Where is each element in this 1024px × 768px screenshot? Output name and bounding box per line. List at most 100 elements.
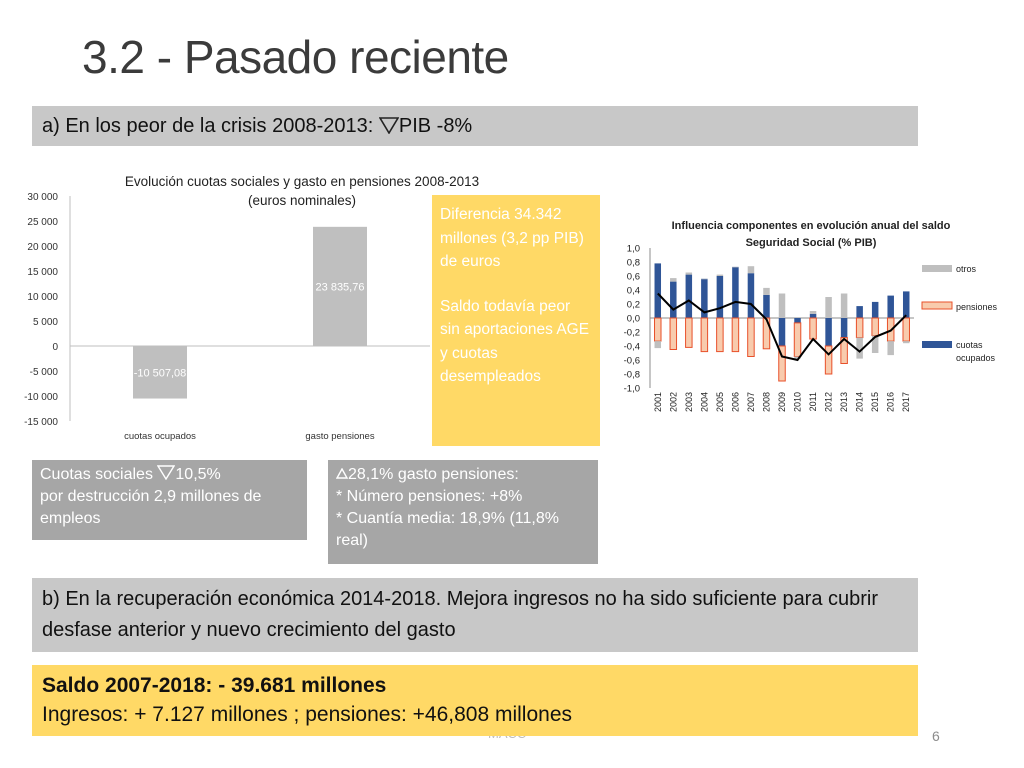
difference-note-p1: Diferencia 34.342 millones (3,2 pp PIB) … [440, 206, 584, 270]
gasto-note-line3: * Cuantía media: 18,9% (11,8% real) [336, 510, 559, 549]
chart2-ytick-label: 1,0 [627, 244, 640, 255]
chart2-bar-otros [685, 272, 693, 275]
chart2-bar-cuotas [887, 295, 894, 318]
cuotas-note-line2: por destrucción 2,9 millones de empleos [40, 488, 262, 527]
chart1-title-line1: Evolución cuotas sociales y gasto en pen… [124, 174, 480, 189]
chart2-xtick-label: 2012 [824, 392, 834, 412]
chart2-xtick-label: 2010 [793, 392, 803, 412]
chart2-bar-otros [825, 297, 832, 318]
chart2-ytick-label: 0,6 [627, 272, 640, 283]
chart1-bar [313, 226, 367, 346]
cuotas-note-line1: Cuotas sociales [40, 466, 158, 483]
chart1-ytick-label: 5 000 [33, 317, 58, 328]
chart2-ytick-label: -1,0 [624, 384, 640, 395]
chart2-bar-cuotas [794, 318, 801, 323]
chart2-bar-cuotas [701, 278, 708, 318]
chart2-bar-pensiones [824, 345, 833, 375]
section-a-value: PIB -8% [398, 115, 473, 137]
cuotas-note: Cuotas sociales 10,5% por destrucción 2,… [32, 460, 307, 540]
chart2-legend-label-cuotas: cuotas [956, 340, 983, 350]
chart2-bar-otros [794, 356, 801, 359]
chart2-bar-cuotas [654, 263, 662, 318]
chart2-bar-cuotas [871, 301, 879, 318]
chart2-bar-otros [809, 311, 817, 314]
slide-title: 3.2 - Pasado reciente [82, 31, 509, 83]
chart2-legend-swatch-pensiones [921, 301, 953, 310]
chart2-bar-otros [856, 337, 863, 359]
chart1-svg: 30 000 25 000 20 000 15 000 10 000 5 000 0 -5 0… [24, 192, 430, 442]
chart2-xtick-label: 2003 [684, 392, 694, 412]
section-b-box: b) En la recuperación económica 2014-201… [32, 578, 918, 652]
triangle-down-icon [157, 465, 176, 481]
chart1-ytick-label: 15 000 [27, 267, 58, 278]
chart1-category-label: gasto pensiones [305, 431, 374, 442]
chart1-ytick-label: -10 000 [24, 392, 58, 403]
chart2-ytick-label: -0,8 [624, 370, 640, 381]
chart1-title: Evolución cuotas sociales y gasto en pen… [90, 172, 514, 210]
chart2-bar-otros [778, 293, 786, 318]
chart2-bar-cuotas [763, 294, 770, 318]
chart2-bar-cuotas [840, 318, 848, 338]
chart2-xtick-label: 2004 [699, 392, 709, 412]
chart1-ytick-label: -15 000 [24, 417, 58, 428]
chart1-bar [133, 346, 187, 399]
chart2-bar-otros [701, 278, 708, 280]
chart2-xtick-label: 2007 [746, 392, 756, 412]
triangle-up-icon [335, 467, 349, 479]
chart2-ytick-label: 0,8 [627, 258, 640, 269]
chart2-legend-label-otros: otros [956, 264, 977, 274]
chart2-bar-pensiones [840, 337, 848, 365]
chart1-ytick-label: 10 000 [27, 292, 58, 303]
chart2-bar-cuotas [778, 318, 786, 346]
gasto-note-line1: 28,1% gasto pensiones: [348, 466, 519, 483]
chart2-ytick-label: -0,2 [624, 328, 640, 339]
chart1-ytick-label: -5 000 [30, 367, 59, 378]
page-number: 6 [932, 728, 940, 744]
chart1-data-label: -10 507,08 [134, 367, 187, 379]
chart2-bar-otros [887, 341, 894, 356]
chart2-xtick-label: 2009 [777, 392, 787, 412]
chart2-bar-pensiones [669, 317, 678, 350]
chart1-ytick-label: 20 000 [27, 242, 58, 253]
chart2-xtick-label: 2011 [808, 392, 818, 411]
chart2-xtick-label: 2005 [715, 392, 725, 412]
chart2-bar-cuotas [856, 306, 863, 318]
chart2-title-line2: Seguridad Social (% PIB) [746, 237, 877, 249]
chart2-bar-otros [902, 341, 910, 344]
chart2-xtick-label: 2008 [761, 392, 771, 412]
chart2-bar-pensiones [700, 317, 709, 353]
chart1-ytick-label: 0 [52, 342, 58, 353]
chart2-bar-otros [654, 341, 662, 349]
chart1-ytick-label: 25 000 [27, 217, 58, 228]
chart2-legend-swatch-otros [922, 265, 952, 272]
chart2-bar-cuotas [809, 313, 817, 318]
chart2-bar-pensiones [731, 317, 740, 353]
chart2-svg: Influencia componentes en evolución anua… [624, 220, 998, 412]
chart2-xtick-label: 2001 [653, 392, 663, 412]
chart2-legend-label-ocupados: ocupados [956, 353, 996, 363]
chart2-bar-otros [871, 335, 879, 353]
gasto-note: 28,1% gasto pensiones: * Número pensione… [328, 460, 598, 564]
chart2-bar-otros [670, 278, 677, 282]
chart2-bar-pensiones [902, 317, 910, 342]
section-a-text: a) En los peor de la crisis 2008-2013: [42, 115, 379, 137]
chart2-bar-pensiones [793, 322, 802, 357]
chart2-bar-pensiones [716, 317, 724, 353]
chart2-bar-cuotas [670, 281, 677, 318]
chart2-bar-pensiones [654, 317, 662, 342]
chart2-legend-swatch-cuotas [922, 341, 952, 348]
chart2-bar-cuotas [716, 276, 724, 318]
section-a-box: a) En los peor de la crisis 2008-2013: P… [32, 106, 918, 146]
chart2-ytick-label: 0,2 [627, 300, 640, 311]
chart2-ytick-label: -0,6 [624, 356, 640, 367]
chart2-line-saldo [657, 292, 907, 362]
chart2-title-line1: Influencia componentes en evolución anua… [672, 220, 951, 232]
chart2-bar-pensiones [871, 317, 879, 336]
chart2-xtick-label: 2013 [839, 392, 849, 412]
chart2-bar-pensiones [809, 317, 817, 340]
chart2-xtick-label: 2016 [886, 392, 896, 412]
chart1-data-label: 23 835,76 [316, 281, 365, 293]
chart2-xtick-label: 2006 [730, 392, 740, 412]
chart2-xtick-label: 2017 [901, 392, 911, 412]
chart1-title-line2: (euros nominales) [247, 193, 357, 208]
